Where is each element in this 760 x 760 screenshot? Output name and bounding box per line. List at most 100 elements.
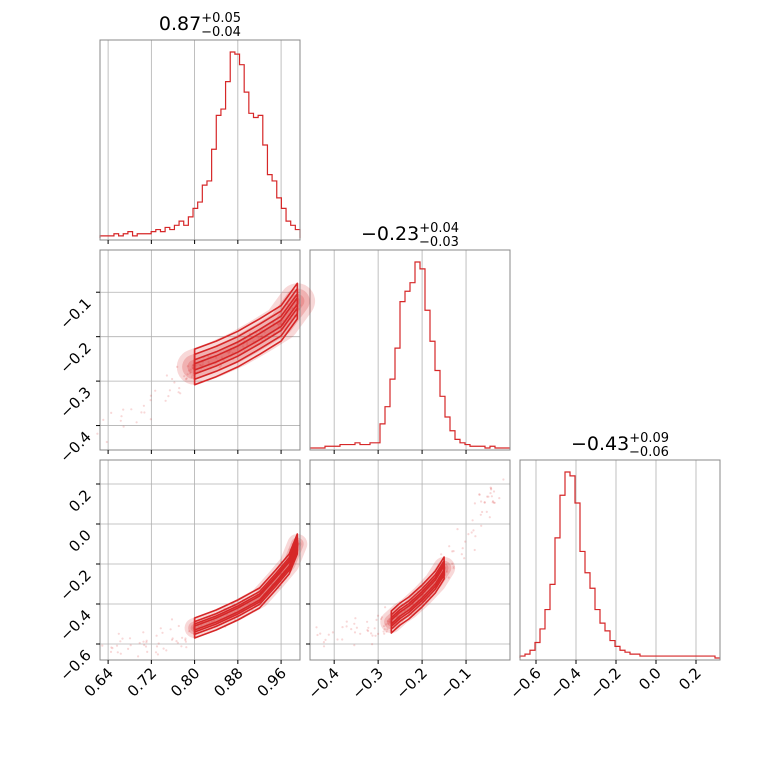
sample-point-24 bbox=[184, 378, 188, 381]
sample-point-24 bbox=[143, 643, 146, 647]
sample-point-41 bbox=[140, 411, 143, 414]
sample-point-28 bbox=[149, 418, 152, 421]
sample-point-36 bbox=[370, 632, 373, 635]
sample-point-0 bbox=[179, 392, 182, 395]
sample-point-12 bbox=[380, 616, 383, 619]
sample-point-20 bbox=[162, 647, 165, 650]
sample-point-157 bbox=[452, 565, 455, 568]
sample-point-149 bbox=[483, 501, 486, 504]
sample-point-34 bbox=[173, 381, 176, 384]
sample-point-17 bbox=[154, 389, 157, 392]
sample-point-113 bbox=[246, 343, 249, 346]
sample-point-7 bbox=[127, 647, 130, 651]
sample-point-21 bbox=[366, 629, 369, 632]
sample-point-68 bbox=[388, 620, 391, 623]
scatter-panel-1-0 bbox=[96, 249, 316, 451]
sample-point-32 bbox=[185, 377, 188, 380]
sample-point-11 bbox=[138, 641, 141, 645]
sample-point-148 bbox=[487, 495, 490, 498]
sample-point-24 bbox=[374, 634, 377, 637]
sample-point-119 bbox=[218, 366, 221, 369]
sample-point-35 bbox=[121, 637, 124, 640]
x-tick-label: −0.4 bbox=[305, 664, 343, 702]
sample-point-15 bbox=[383, 632, 386, 635]
sample-point-54 bbox=[212, 619, 216, 623]
sample-point-2 bbox=[189, 372, 192, 375]
sample-point-168 bbox=[478, 493, 481, 496]
sample-point-144 bbox=[493, 501, 496, 504]
title-2-minus: −0.06 bbox=[629, 445, 669, 460]
sample-point-7 bbox=[315, 626, 318, 629]
sample-point-96 bbox=[199, 363, 202, 367]
sample-point-37 bbox=[119, 640, 122, 643]
scatter-panel-2-0 bbox=[99, 459, 308, 661]
panel-frame-hist-0 bbox=[99, 39, 301, 241]
sample-point-14 bbox=[386, 628, 389, 631]
sample-point-8 bbox=[180, 645, 183, 648]
sample-point-146 bbox=[480, 500, 483, 503]
sample-point-19 bbox=[175, 640, 178, 643]
sample-point-45 bbox=[276, 323, 279, 326]
sample-point-161 bbox=[489, 486, 492, 489]
contour-fill-2 bbox=[386, 563, 449, 627]
sample-point-3 bbox=[111, 647, 114, 650]
sample-point-110 bbox=[257, 336, 260, 339]
y-tick-label: 0.2 bbox=[65, 486, 95, 516]
sample-point-44 bbox=[191, 364, 194, 367]
panel-frame-scatter-1-0 bbox=[99, 249, 301, 451]
sample-point-151 bbox=[481, 510, 484, 514]
x-tick-label: −0.1 bbox=[436, 664, 474, 702]
sample-point-173 bbox=[489, 492, 492, 495]
sample-point-26 bbox=[355, 626, 358, 629]
sample-point-34 bbox=[331, 631, 334, 634]
panel-frame-scatter-2-1 bbox=[309, 459, 511, 661]
panel-title-0: 0.87+0.05 −0.04 bbox=[159, 11, 241, 40]
sample-point-20 bbox=[367, 629, 370, 633]
sample-point-5 bbox=[129, 644, 132, 647]
histogram-step-hist-1 bbox=[310, 261, 510, 449]
sample-point-135 bbox=[498, 497, 501, 500]
contour-line-1 bbox=[193, 287, 299, 381]
sample-point-2 bbox=[380, 617, 383, 621]
sample-point-39 bbox=[366, 620, 369, 623]
sample-point-42 bbox=[116, 651, 119, 654]
sample-point-41 bbox=[388, 618, 391, 621]
sample-point-172 bbox=[461, 547, 464, 550]
histogram-step-hist-2 bbox=[519, 471, 720, 659]
axes-layer: 0.64 0.72 0.80 0.88 0.96 −0.4 −0.3 −0.2 −0.1 −0.6… bbox=[56, 240, 705, 703]
histogram-step-hist-0 bbox=[99, 51, 301, 238]
sample-point-29 bbox=[373, 627, 376, 630]
title-1-median: −0.23 bbox=[361, 223, 419, 245]
sample-point-171 bbox=[491, 501, 494, 504]
sample-point-5 bbox=[324, 638, 327, 642]
title-0-plus: +0.05 bbox=[201, 11, 241, 26]
sample-point-13 bbox=[195, 364, 198, 367]
sample-point-60 bbox=[278, 322, 282, 325]
sample-point-114 bbox=[446, 570, 449, 573]
contour-fill-0 bbox=[176, 283, 316, 385]
sample-point-44 bbox=[384, 606, 387, 609]
scatter-panel-2-1 bbox=[309, 459, 511, 661]
sample-point-0 bbox=[359, 632, 362, 635]
sample-point-43 bbox=[176, 365, 179, 368]
sample-point-139 bbox=[472, 529, 475, 532]
title-1-minus: −0.03 bbox=[419, 235, 459, 250]
sample-point-15 bbox=[130, 408, 133, 411]
sample-point-71 bbox=[387, 622, 390, 625]
sample-point-174 bbox=[473, 548, 476, 552]
title-0-minus: −0.04 bbox=[201, 25, 241, 40]
sample-point-63 bbox=[260, 335, 264, 338]
x-tick-label: 0.72 bbox=[124, 664, 160, 700]
sample-point-22 bbox=[109, 650, 113, 654]
title-2-median: −0.43 bbox=[571, 433, 629, 455]
sample-point-32 bbox=[170, 638, 174, 641]
sample-point-153 bbox=[467, 533, 470, 536]
sample-point-26 bbox=[188, 630, 191, 633]
sample-point-39 bbox=[170, 618, 174, 621]
contour-fill-1 bbox=[182, 288, 310, 380]
sample-point-1 bbox=[353, 644, 356, 647]
sample-point-145 bbox=[485, 510, 488, 513]
sample-point-17 bbox=[322, 645, 326, 648]
y-tick-label: −0.2 bbox=[56, 339, 94, 377]
panel-frame-hist-2 bbox=[519, 459, 721, 661]
